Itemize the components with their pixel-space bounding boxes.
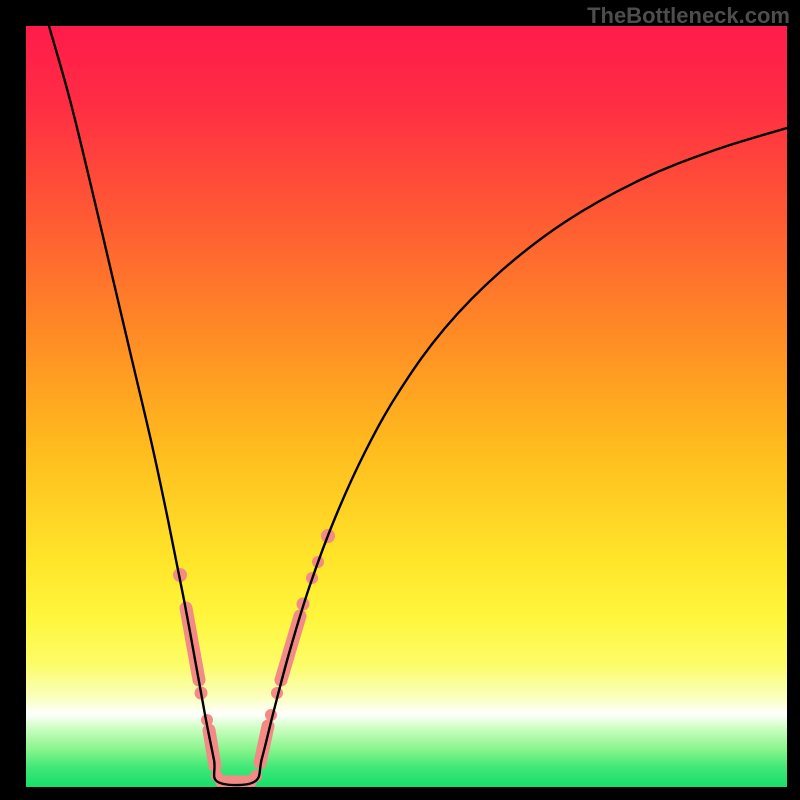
chart-frame: TheBottleneck.com [0,0,800,800]
gradient-background [26,26,787,787]
border-left [0,0,26,800]
border-right [787,0,800,800]
border-bottom [0,787,800,800]
watermark-text: TheBottleneck.com [587,3,790,29]
